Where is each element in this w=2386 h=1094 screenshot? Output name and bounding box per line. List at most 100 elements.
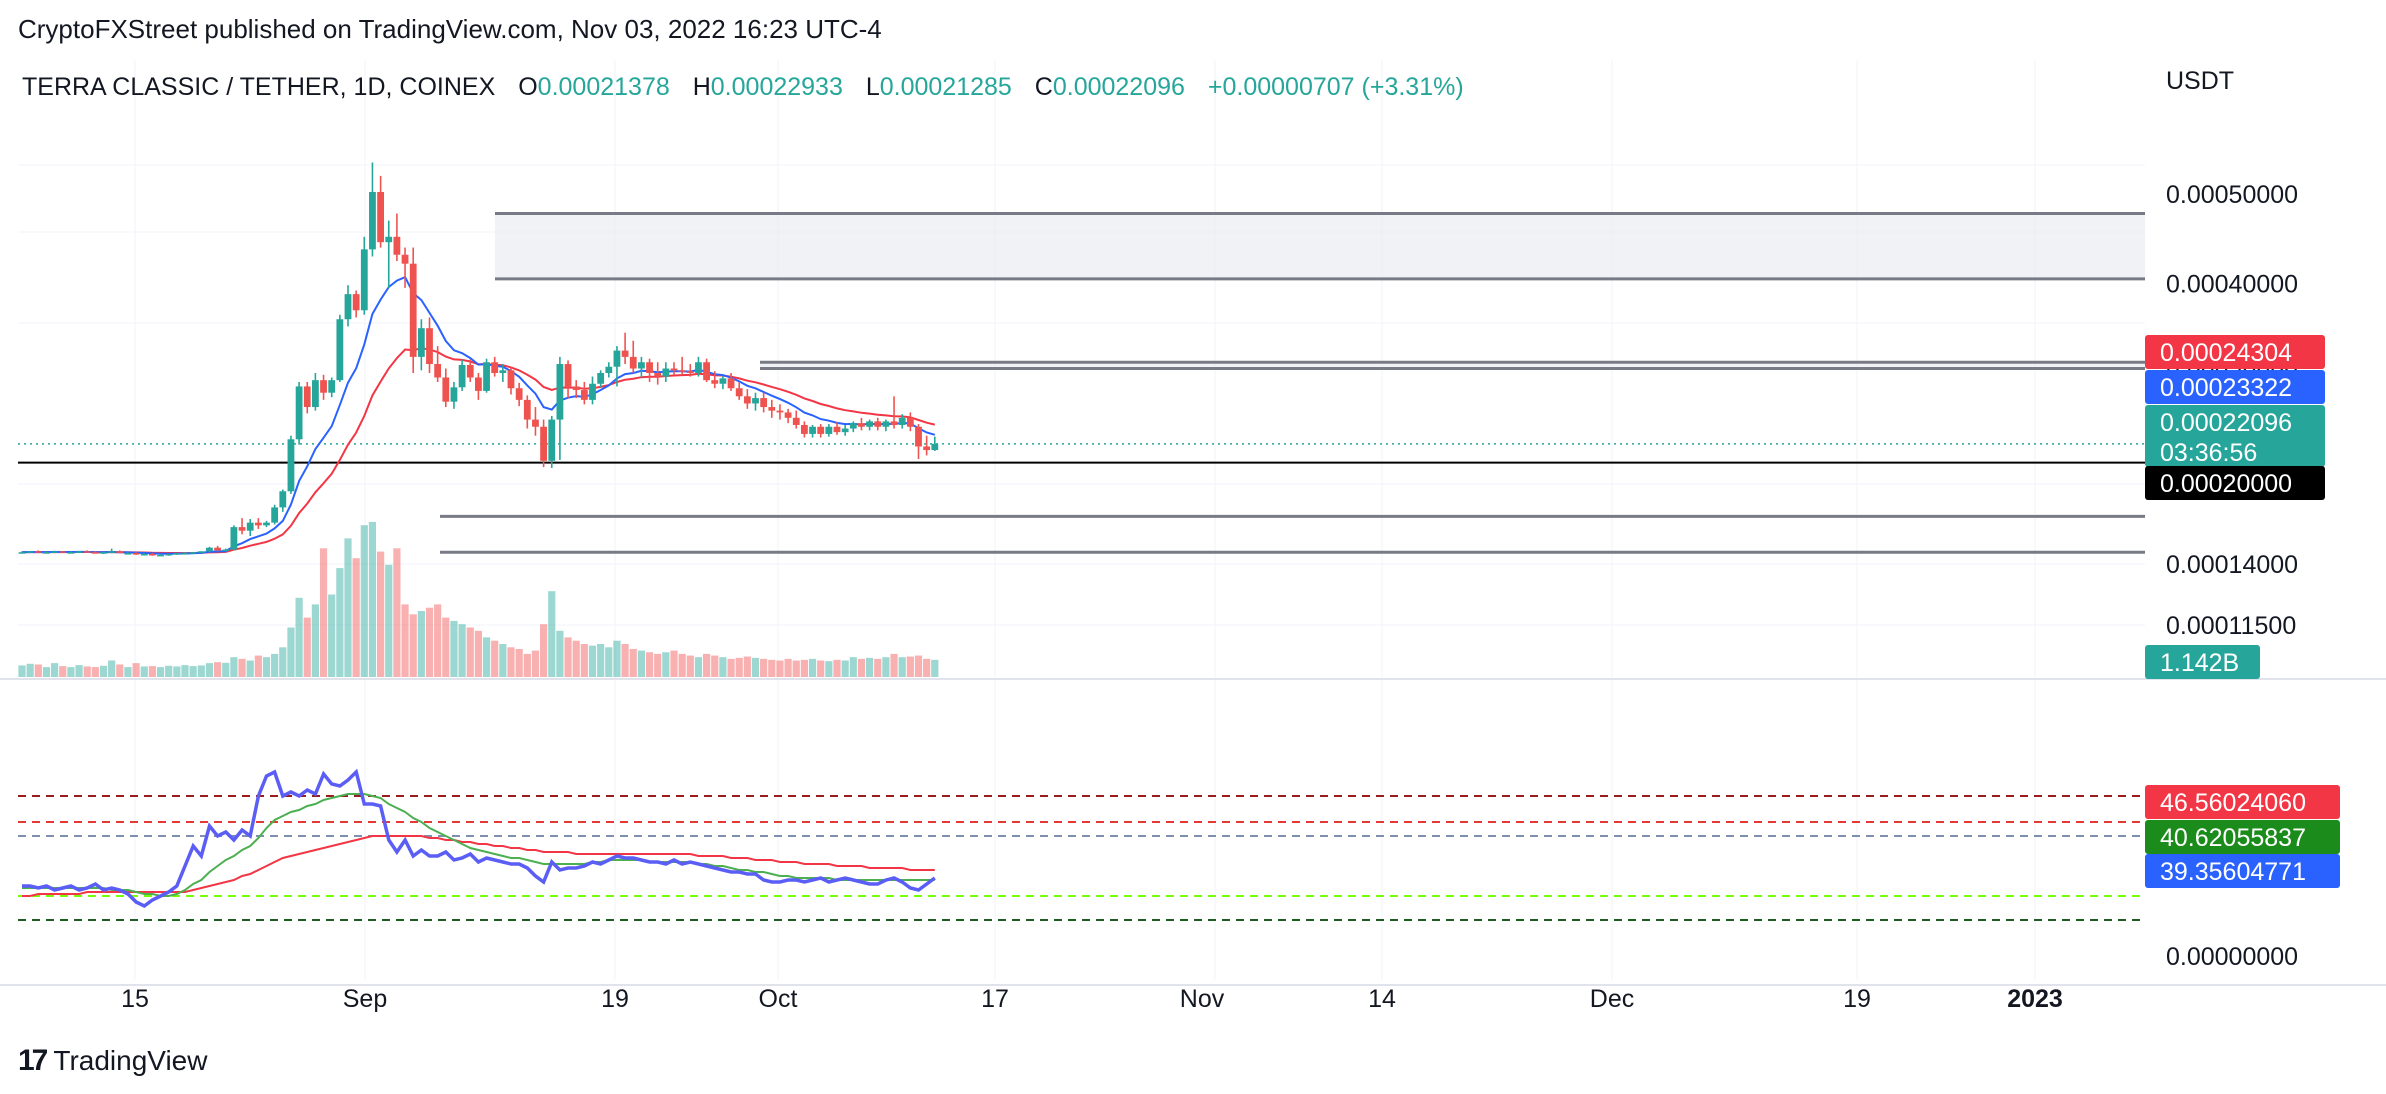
- volume-bar: [564, 637, 572, 677]
- candle-body: [230, 527, 238, 550]
- candle-body: [214, 547, 221, 551]
- oscillator-value-text: 39.35604771: [2160, 858, 2306, 886]
- time-tick-label: 15: [121, 985, 149, 1013]
- volume-bar: [694, 657, 703, 677]
- candle-body: [67, 552, 75, 554]
- candle-body: [303, 386, 311, 408]
- oscillator-value-text: 46.56024060: [2160, 789, 2306, 817]
- oscillator-value-text: 40.62055837: [2160, 824, 2306, 852]
- volume-bar: [165, 665, 173, 677]
- time-tick-label: 2023: [2007, 985, 2063, 1013]
- moving-averages: [21, 275, 936, 555]
- candle-body: [181, 553, 189, 555]
- candle-body: [140, 553, 148, 556]
- time-tick-label: Sep: [343, 985, 387, 1013]
- volume-bar: [727, 658, 735, 677]
- candle-body: [360, 249, 368, 311]
- candle-body: [564, 364, 572, 387]
- time-tick-label: 19: [601, 985, 629, 1013]
- candle-body: [173, 553, 181, 555]
- volume-bar: [352, 558, 360, 677]
- candle-body: [100, 552, 107, 554]
- ema-fast-line: [21, 275, 936, 555]
- volume-bar: [401, 604, 409, 677]
- candle-body: [784, 412, 792, 418]
- change-value: +0.00000707 (+3.31%): [1208, 73, 1464, 101]
- oscillator-series-line: [22, 835, 935, 897]
- volume-bar: [173, 666, 181, 677]
- volume-bar: [605, 647, 613, 677]
- time-tick-label: 17: [981, 985, 1009, 1013]
- supply-zone: [495, 213, 2145, 279]
- volume-bar: [833, 659, 841, 677]
- candle-body: [597, 373, 605, 384]
- candle-body: [768, 407, 776, 411]
- volume-bar: [230, 657, 238, 677]
- candle-body: [580, 390, 588, 400]
- volume-bar: [156, 667, 165, 677]
- candle-body: [735, 388, 743, 397]
- candle-body: [442, 377, 450, 402]
- price-label-badge: [2145, 645, 2260, 679]
- price-zones: [18, 212, 2145, 554]
- volume-bar: [629, 648, 637, 677]
- volume-bar: [662, 652, 670, 677]
- volume-bar: [703, 653, 711, 677]
- volume-bar: [425, 607, 434, 677]
- volume-bar: [279, 647, 287, 677]
- candle-body: [279, 491, 287, 508]
- candle-body: [51, 551, 58, 553]
- candle-body: [295, 386, 303, 440]
- currency-label: USDT: [2166, 67, 2234, 95]
- volume-bar: [515, 648, 523, 677]
- volume-bar: [556, 630, 564, 677]
- tradingview-brand[interactable]: 17 TradingView: [18, 1044, 207, 1078]
- candle-body: [507, 370, 515, 389]
- volume-bar: [645, 652, 654, 677]
- volume-bar: [482, 637, 491, 677]
- candle-body: [312, 380, 319, 408]
- candle-body: [43, 552, 50, 554]
- candle-body: [801, 424, 808, 434]
- volume-bar: [295, 597, 303, 677]
- candle-body: [849, 423, 857, 429]
- volume-bar: [246, 660, 254, 677]
- volume-bar: [507, 647, 515, 677]
- candle-body: [393, 236, 401, 255]
- candle-body: [377, 192, 384, 243]
- candle-body: [923, 446, 931, 451]
- volume-bar: [719, 657, 727, 677]
- volume-bar: [442, 617, 450, 677]
- candle-body: [931, 443, 939, 451]
- candle-body: [26, 551, 34, 553]
- candle-body: [165, 553, 173, 556]
- oscillator-series-line: [22, 768, 936, 909]
- oscillator-series-line: [22, 793, 935, 897]
- volume-bar: [59, 666, 67, 677]
- candle-body: [401, 254, 409, 264]
- candle-body: [491, 362, 499, 373]
- price-label-text: 1.142B: [2160, 649, 2239, 677]
- volume-bar: [409, 614, 417, 677]
- volume-bar: [328, 594, 336, 677]
- candle-body: [263, 522, 270, 526]
- volume-bar: [866, 657, 874, 677]
- volume-bar: [670, 650, 678, 677]
- candle-body: [825, 426, 833, 434]
- candle-body: [34, 551, 42, 553]
- volume-bar: [580, 644, 588, 677]
- volume-bar: [222, 662, 230, 677]
- candle-body: [638, 362, 645, 369]
- candle-body: [841, 428, 849, 433]
- candle-body: [890, 421, 898, 425]
- candle-body: [556, 364, 564, 420]
- volume-bar: [132, 663, 140, 677]
- volume-bar: [882, 657, 890, 677]
- candle-body: [206, 547, 213, 552]
- volume-bar: [18, 665, 26, 677]
- candle-body: [222, 549, 230, 552]
- high-value: 0.00022933: [711, 73, 843, 101]
- price-label-text: 0.00020000: [2160, 470, 2292, 498]
- volume-bar: [849, 657, 857, 677]
